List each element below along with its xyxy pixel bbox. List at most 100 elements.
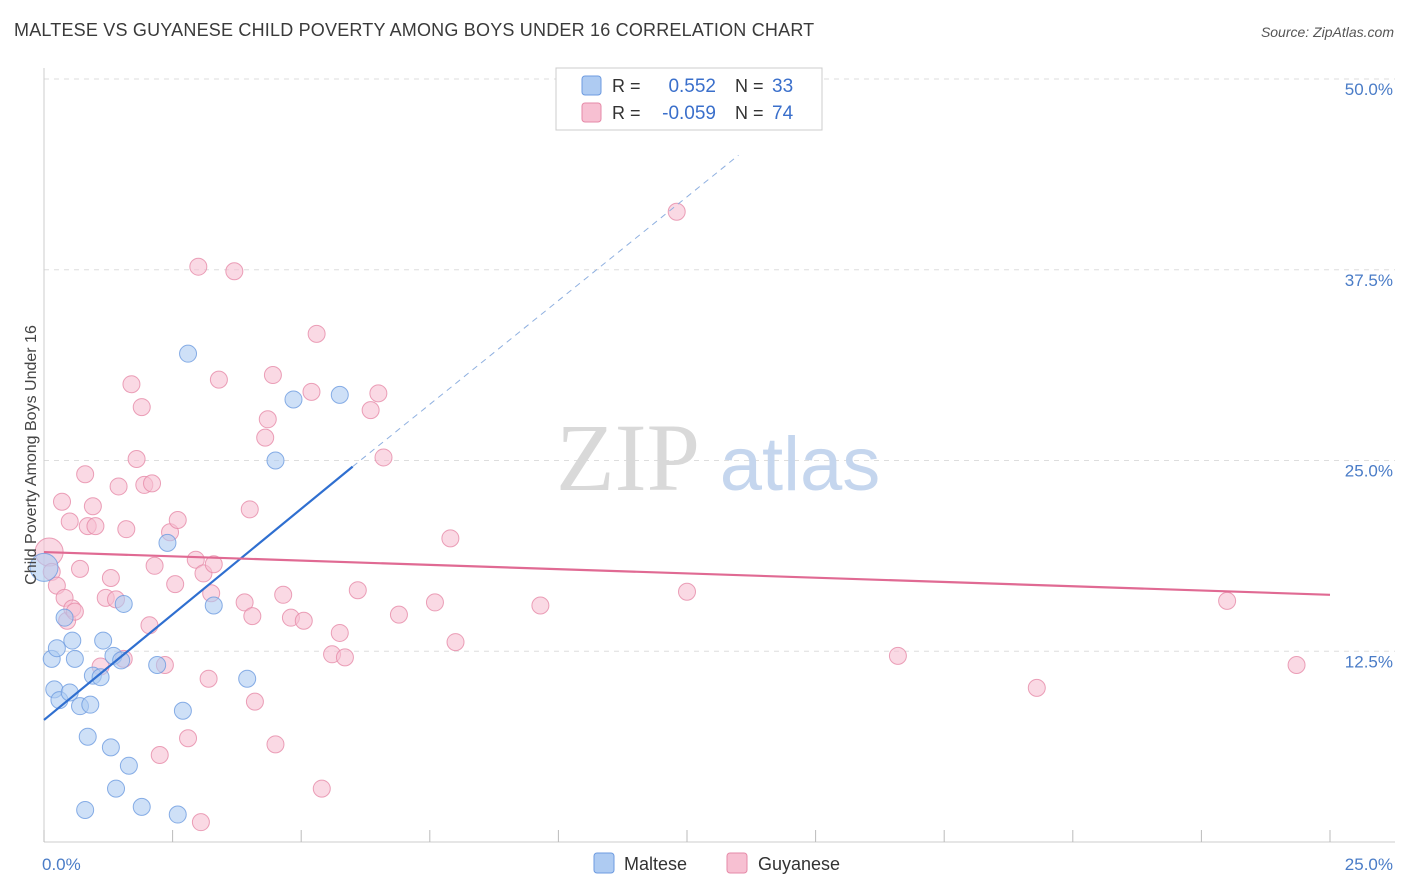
y-tick-label-2: 37.5% bbox=[1345, 271, 1393, 290]
guyanese-point-61 bbox=[361, 401, 380, 420]
guyanese-point-22 bbox=[127, 449, 146, 468]
maltese-point-12 bbox=[81, 695, 100, 714]
maltese-point-11 bbox=[78, 727, 97, 746]
bottom-legend-maltese-label: Maltese bbox=[624, 854, 687, 874]
guyanese-point-64 bbox=[389, 605, 408, 624]
guyanese-point-28 bbox=[150, 746, 169, 765]
maltese-point-25 bbox=[168, 805, 187, 824]
guyanese-point-45 bbox=[243, 607, 262, 626]
guyanese-point-46 bbox=[245, 692, 264, 711]
guyanese-point-9 bbox=[71, 559, 90, 578]
guyanese-trend-line bbox=[43, 550, 1331, 596]
guyanese-point-51 bbox=[274, 585, 293, 604]
guyanese-point-18 bbox=[109, 477, 128, 496]
y-axis-label: Child Poverty Among Boys Under 16 bbox=[23, 325, 40, 585]
legend-n-label-2: N = bbox=[735, 103, 764, 123]
maltese-point-20 bbox=[114, 594, 133, 613]
maltese-point-21 bbox=[119, 756, 138, 775]
guyanese-point-38 bbox=[199, 669, 218, 688]
guyanese-point-68 bbox=[531, 596, 550, 615]
bottom-legend-guyanese-swatch bbox=[726, 852, 748, 874]
guyanese-point-59 bbox=[335, 648, 354, 667]
guyanese-point-27 bbox=[145, 556, 164, 575]
maltese-point-15 bbox=[94, 631, 113, 650]
legend-n-value-2: 74 bbox=[772, 103, 794, 124]
maltese-point-5 bbox=[55, 608, 74, 627]
chart-title: MALTESE VS GUYANESE CHILD POVERTY AMONG … bbox=[14, 20, 815, 40]
guyanese-point-23 bbox=[132, 398, 151, 417]
maltese-point-0 bbox=[29, 552, 59, 582]
guyanese-point-44 bbox=[240, 500, 259, 519]
maltese-point-14 bbox=[91, 668, 110, 687]
maltese-point-19 bbox=[112, 651, 131, 670]
maltese-point-8 bbox=[65, 649, 84, 668]
guyanese-point-60 bbox=[348, 581, 367, 600]
guyanese-point-21 bbox=[122, 375, 141, 394]
guyanese-point-55 bbox=[307, 324, 326, 343]
guyanese-point-54 bbox=[302, 382, 321, 401]
maltese-point-30 bbox=[266, 451, 285, 470]
guyanese-point-53 bbox=[294, 611, 313, 630]
tick-labels: 12.5% 25.0% 37.5% 50.0% 0.0% 25.0% bbox=[42, 80, 1393, 874]
guyanese-point-3 bbox=[53, 492, 72, 511]
guyanese-point-33 bbox=[179, 729, 198, 748]
guyanese-point-43 bbox=[235, 593, 254, 612]
guyanese-point-50 bbox=[266, 735, 285, 754]
bottom-legend: Maltese Guyanese bbox=[593, 852, 840, 874]
guyanese-point-20 bbox=[117, 520, 136, 539]
trend-lines bbox=[43, 154, 1331, 721]
guyanese-point-48 bbox=[258, 410, 277, 429]
guyanese-point-25 bbox=[140, 616, 159, 635]
guyanese-point-67 bbox=[446, 633, 465, 652]
x-tick-label-1: 25.0% bbox=[1345, 855, 1393, 874]
legend-r-label-2: R = bbox=[612, 103, 641, 123]
guyanese-point-31 bbox=[166, 575, 185, 594]
maltese-point-22 bbox=[132, 797, 151, 816]
watermark-atlas: atlas bbox=[720, 422, 881, 507]
maltese-point-7 bbox=[63, 631, 82, 650]
maltese-points bbox=[29, 344, 349, 824]
x-tick-label-0: 0.0% bbox=[42, 855, 81, 874]
guyanese-point-70 bbox=[678, 582, 696, 601]
guyanese-point-71 bbox=[888, 646, 907, 665]
maltese-point-28 bbox=[204, 596, 223, 615]
bottom-legend-maltese-swatch bbox=[593, 852, 615, 874]
guyanese-point-6 bbox=[60, 512, 79, 531]
guyanese-point-41 bbox=[209, 370, 228, 389]
guyanese-point-62 bbox=[369, 384, 388, 403]
maltese-point-27 bbox=[179, 344, 198, 363]
maltese-point-23 bbox=[148, 655, 167, 674]
legend-r-label-1: R = bbox=[612, 76, 641, 96]
bottom-legend-guyanese-label: Guyanese bbox=[758, 854, 840, 874]
maltese-point-32 bbox=[330, 385, 349, 404]
y-tick-label-3: 50.0% bbox=[1345, 80, 1393, 99]
chart-source: Source: ZipAtlas.com bbox=[1260, 24, 1394, 40]
maltese-point-24 bbox=[158, 533, 177, 552]
maltese-point-26 bbox=[173, 701, 192, 720]
guyanese-point-34 bbox=[186, 550, 205, 569]
guyanese-point-63 bbox=[374, 448, 393, 467]
watermark: ZIP atlas bbox=[556, 404, 880, 511]
guyanese-point-32 bbox=[168, 511, 187, 530]
maltese-point-10 bbox=[76, 800, 95, 819]
guyanese-point-72 bbox=[1027, 678, 1046, 697]
guyanese-point-40 bbox=[204, 555, 223, 574]
maltese-point-16 bbox=[101, 738, 120, 757]
guyanese-point-58 bbox=[330, 623, 349, 642]
gridlines bbox=[44, 78, 1395, 652]
guyanese-point-10 bbox=[76, 465, 95, 484]
y-tick-label-0: 12.5% bbox=[1345, 652, 1393, 671]
guyanese-point-74 bbox=[1287, 655, 1306, 674]
guyanese-point-49 bbox=[263, 366, 282, 385]
guyanese-point-65 bbox=[425, 593, 444, 612]
guyanese-point-42 bbox=[225, 262, 244, 281]
watermark-zip: ZIP bbox=[556, 404, 700, 511]
guyanese-point-73 bbox=[1218, 591, 1237, 610]
maltese-point-18 bbox=[107, 779, 126, 798]
guyanese-point-12 bbox=[83, 497, 102, 516]
maltese-trend-extension bbox=[352, 154, 739, 467]
guyanese-point-36 bbox=[191, 813, 210, 832]
guyanese-point-13 bbox=[86, 517, 105, 536]
maltese-trend-line bbox=[43, 465, 354, 721]
